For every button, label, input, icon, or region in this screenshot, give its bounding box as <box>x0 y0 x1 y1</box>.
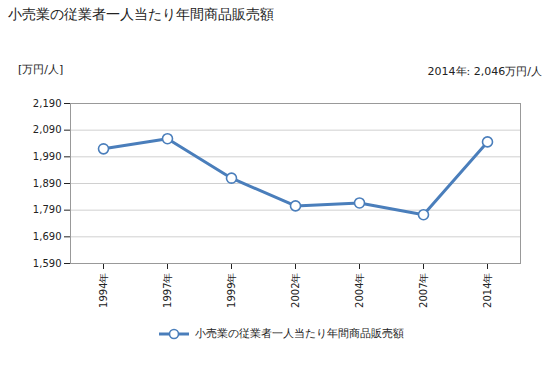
svg-text:1,790: 1,790 <box>33 204 62 215</box>
svg-text:1999年: 1999年 <box>226 273 237 308</box>
svg-text:1997年: 1997年 <box>162 273 173 308</box>
svg-text:1994年: 1994年 <box>98 273 109 308</box>
svg-text:2,190: 2,190 <box>33 98 62 109</box>
svg-text:1,990: 1,990 <box>33 151 62 162</box>
html-text:小売業の従業者一人当たり年間商品販売額: 小売業の従業者一人当たり年間商品販売額 <box>8 6 274 22</box>
html-text:2014年: 2,046万円/人: 2014年: 2,046万円/人 <box>427 65 542 78</box>
svg-text:1,890: 1,890 <box>33 178 62 189</box>
html-text:[万円/人]: [万円/人] <box>18 63 64 76</box>
html-text:小売業の従業者一人当たり年間商品販売額: 小売業の従業者一人当たり年間商品販売額 <box>194 327 404 340</box>
svg-text:2004年: 2004年 <box>354 273 365 308</box>
svg-text:2007年: 2007年 <box>418 273 429 308</box>
svg-text:2002年: 2002年 <box>290 273 301 308</box>
svg-text:1,690: 1,690 <box>33 231 62 242</box>
svg-text:2,090: 2,090 <box>33 124 62 135</box>
svg-text:2014年: 2014年 <box>482 273 493 308</box>
svg-text:1,590: 1,590 <box>33 258 62 269</box>
